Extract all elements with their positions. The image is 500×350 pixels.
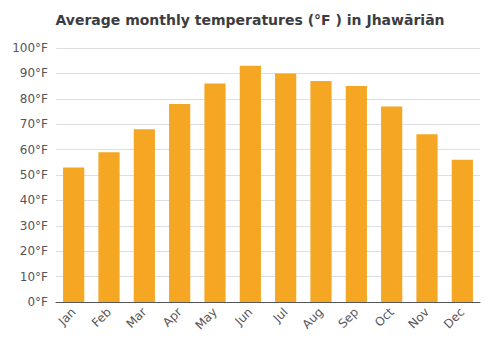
svg-text:Feb: Feb xyxy=(89,305,114,330)
svg-text:May: May xyxy=(193,305,220,332)
svg-text:60°F: 60°F xyxy=(20,143,48,157)
svg-text:Jun: Jun xyxy=(231,305,255,329)
svg-text:Average monthly temperatures (: Average monthly temperatures (°F ) in Jh… xyxy=(55,12,444,28)
svg-text:40°F: 40°F xyxy=(20,193,48,207)
svg-text:Aug: Aug xyxy=(299,305,325,331)
svg-text:Dec: Dec xyxy=(441,305,467,331)
svg-text:20°F: 20°F xyxy=(20,244,48,258)
svg-text:70°F: 70°F xyxy=(20,117,48,131)
svg-text:Nov: Nov xyxy=(406,305,432,331)
svg-text:Oct: Oct xyxy=(372,305,397,330)
svg-text:80°F: 80°F xyxy=(20,92,48,106)
svg-text:100°F: 100°F xyxy=(12,41,48,55)
svg-text:0°F: 0°F xyxy=(27,295,48,309)
svg-text:90°F: 90°F xyxy=(20,66,48,80)
svg-text:30°F: 30°F xyxy=(20,219,48,233)
svg-text:Apr: Apr xyxy=(160,305,185,330)
svg-text:10°F: 10°F xyxy=(20,270,48,284)
svg-text:50°F: 50°F xyxy=(20,168,48,182)
svg-text:Jul: Jul xyxy=(270,305,291,326)
svg-text:Mar: Mar xyxy=(123,305,149,331)
svg-text:Sep: Sep xyxy=(335,305,361,331)
svg-text:Jan: Jan xyxy=(55,305,79,329)
